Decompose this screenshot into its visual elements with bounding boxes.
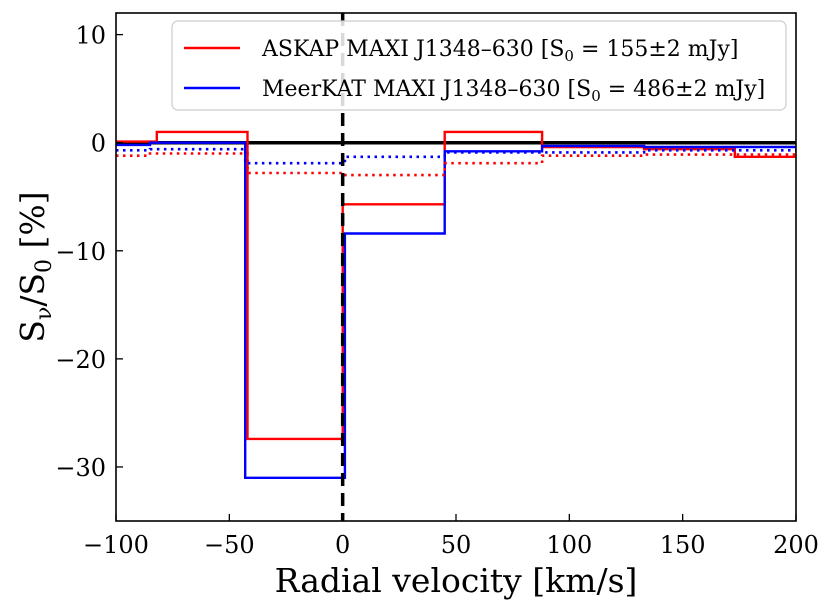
x-axis-title: Radial velocity [km/s] <box>275 561 638 600</box>
y-tick-label: 0 <box>91 130 106 158</box>
legend-meerkat-suffix: = 486±2 mJy] <box>601 77 766 102</box>
series-line-3 <box>116 147 796 165</box>
x-tick-label: 50 <box>441 531 472 559</box>
legend-box <box>171 20 787 111</box>
y-tick-label: −20 <box>55 346 106 374</box>
x-tick-label: 200 <box>773 531 819 559</box>
legend-askap-suffix: = 155±2 mJy] <box>574 37 739 62</box>
series-line-1 <box>116 141 796 479</box>
y-axis-title-slash: /S <box>13 273 52 307</box>
x-tick-label: 0 <box>335 531 350 559</box>
y-axis-title-nu: ν <box>32 307 57 320</box>
series-line-0 <box>116 130 796 441</box>
legend-label-meerkat: MeerKAT MAXI J1348–630 [S0 = 486±2 mJy] <box>262 77 765 105</box>
x-tick-label: −50 <box>204 531 255 559</box>
y-axis-title-zero: 0 <box>32 259 57 273</box>
y-tick-label: −10 <box>55 238 106 266</box>
series-layer <box>116 130 796 479</box>
legend-meerkat-prefix: MeerKAT MAXI J1348–630 [S <box>262 77 591 102</box>
legend-askap-prefix: ASKAP MAXI J1348–630 [S <box>261 37 564 62</box>
x-tick-label: 100 <box>546 531 592 559</box>
y-tick-label: 10 <box>75 22 106 50</box>
x-tick-label: −100 <box>83 531 149 559</box>
legend-label-askap: ASKAP MAXI J1348–630 [S0 = 155±2 mJy] <box>261 37 738 65</box>
series-line-2 <box>116 152 796 177</box>
legend-askap-sub: 0 <box>564 47 574 65</box>
legend-meerkat-sub: 0 <box>591 87 601 105</box>
y-axis-title-unit: [%] <box>13 191 52 259</box>
y-axis-title: Sν/S0 [%] <box>13 191 57 342</box>
legend: ASKAP MAXI J1348–630 [S0 = 155±2 mJy] Me… <box>171 20 787 111</box>
y-tick-label: −30 <box>55 454 106 482</box>
x-tick-label: 150 <box>660 531 706 559</box>
y-axis-title-s: S <box>13 320 52 343</box>
